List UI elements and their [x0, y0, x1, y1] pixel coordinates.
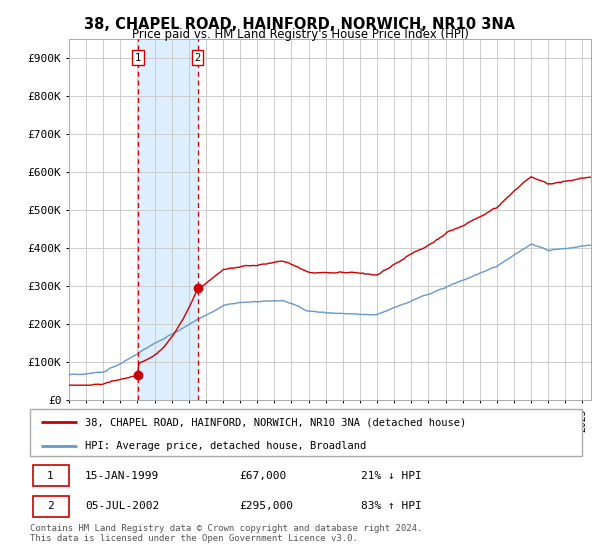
- Text: 83% ↑ HPI: 83% ↑ HPI: [361, 501, 422, 511]
- Bar: [138, 39, 197, 400]
- Text: 38, CHAPEL ROAD, HAINFORD, NORWICH, NR10 3NA: 38, CHAPEL ROAD, HAINFORD, NORWICH, NR10…: [85, 17, 515, 32]
- Text: 05-JUL-2002: 05-JUL-2002: [85, 501, 160, 511]
- Text: 1: 1: [135, 53, 141, 63]
- Text: 15-JAN-1999: 15-JAN-1999: [85, 470, 160, 480]
- FancyBboxPatch shape: [33, 496, 68, 517]
- FancyBboxPatch shape: [33, 465, 68, 486]
- Text: £67,000: £67,000: [240, 470, 287, 480]
- Text: £295,000: £295,000: [240, 501, 294, 511]
- Text: Contains HM Land Registry data © Crown copyright and database right 2024.
This d: Contains HM Land Registry data © Crown c…: [30, 524, 422, 543]
- Text: 2: 2: [47, 501, 54, 511]
- Text: Price paid vs. HM Land Registry's House Price Index (HPI): Price paid vs. HM Land Registry's House …: [131, 28, 469, 41]
- FancyBboxPatch shape: [30, 409, 582, 456]
- Text: HPI: Average price, detached house, Broadland: HPI: Average price, detached house, Broa…: [85, 441, 367, 451]
- Text: 2: 2: [194, 53, 200, 63]
- Text: 38, CHAPEL ROAD, HAINFORD, NORWICH, NR10 3NA (detached house): 38, CHAPEL ROAD, HAINFORD, NORWICH, NR10…: [85, 417, 466, 427]
- Text: 1: 1: [47, 470, 54, 480]
- Text: 21% ↓ HPI: 21% ↓ HPI: [361, 470, 422, 480]
